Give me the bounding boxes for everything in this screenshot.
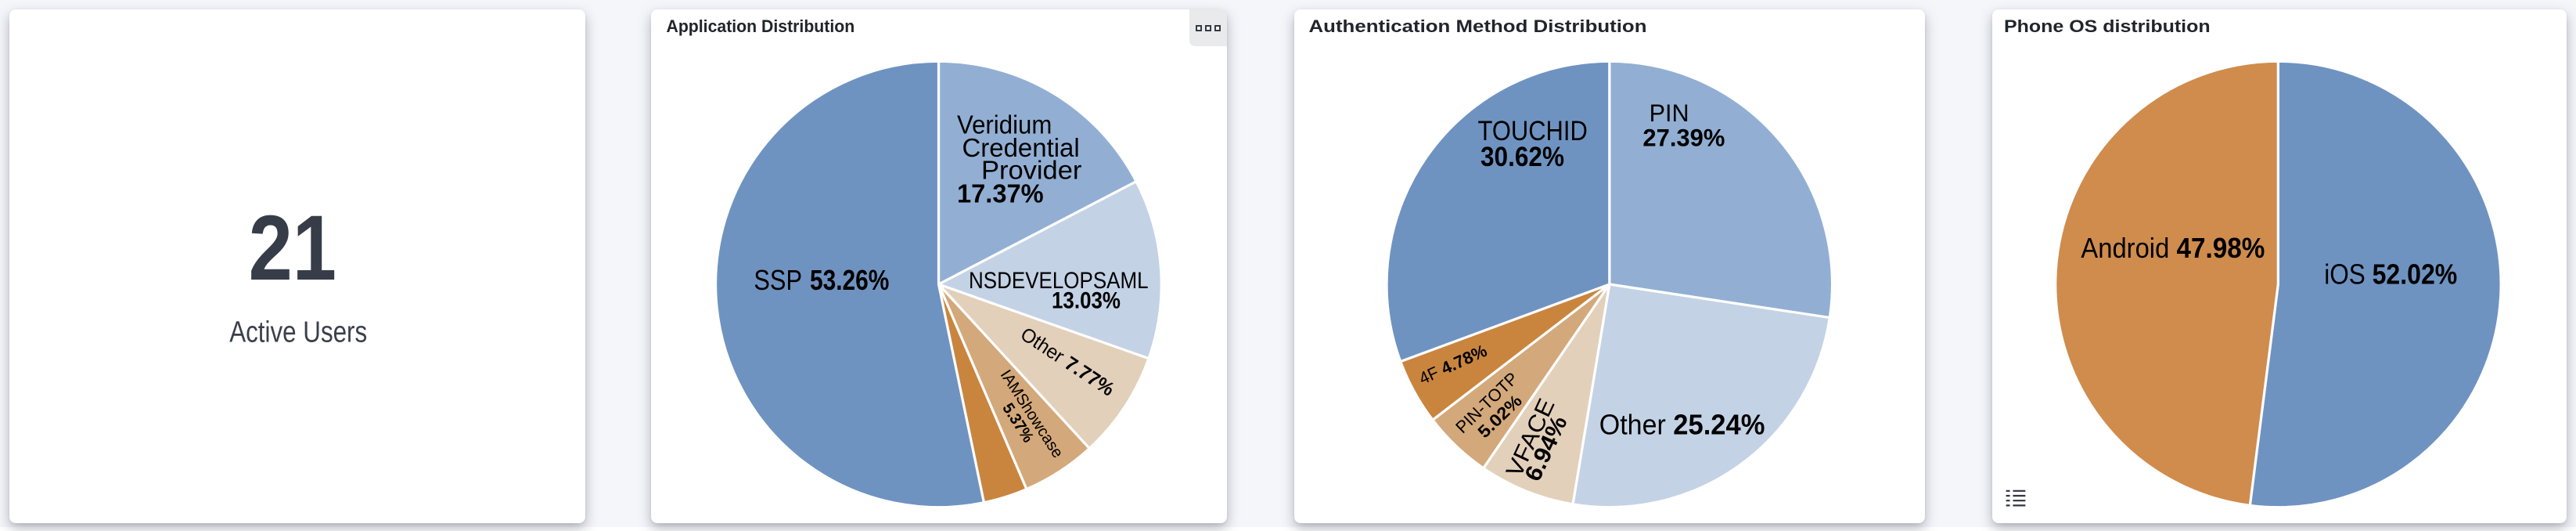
- svg-text:PIN: PIN: [1650, 99, 1689, 127]
- svg-text:Other: Other: [1599, 408, 1666, 440]
- svg-text:30.62%: 30.62%: [1480, 141, 1564, 172]
- svg-text:Provider: Provider: [981, 156, 1081, 185]
- svg-text:iOS: iOS: [2324, 258, 2366, 290]
- svg-text:Active Users: Active Users: [229, 316, 367, 349]
- svg-text:53.26%: 53.26%: [810, 264, 889, 296]
- svg-text:TOUCHID: TOUCHID: [1478, 115, 1588, 146]
- svg-text:Application Distribution: Application Distribution: [667, 16, 855, 36]
- svg-text:21: 21: [249, 197, 336, 300]
- svg-text:Veridium: Veridium: [957, 110, 1052, 139]
- svg-text:Phone OS distribution: Phone OS distribution: [2004, 16, 2211, 36]
- svg-text:27.39%: 27.39%: [1642, 123, 1725, 151]
- svg-text:Credential: Credential: [962, 133, 1080, 162]
- svg-text:Android: Android: [2081, 232, 2169, 264]
- svg-text:25.24%: 25.24%: [1673, 408, 1765, 440]
- svg-text:Authentication Method Distribu: Authentication Method Distribution: [1309, 16, 1647, 36]
- svg-text:NSDEVELOPSAML: NSDEVELOPSAML: [969, 268, 1149, 294]
- svg-text:17.37%: 17.37%: [957, 179, 1044, 208]
- svg-text:47.98%: 47.98%: [2177, 232, 2265, 264]
- svg-text:13.03%: 13.03%: [1052, 287, 1121, 313]
- svg-text:52.02%: 52.02%: [2373, 258, 2458, 290]
- svg-text:SSP: SSP: [754, 264, 802, 296]
